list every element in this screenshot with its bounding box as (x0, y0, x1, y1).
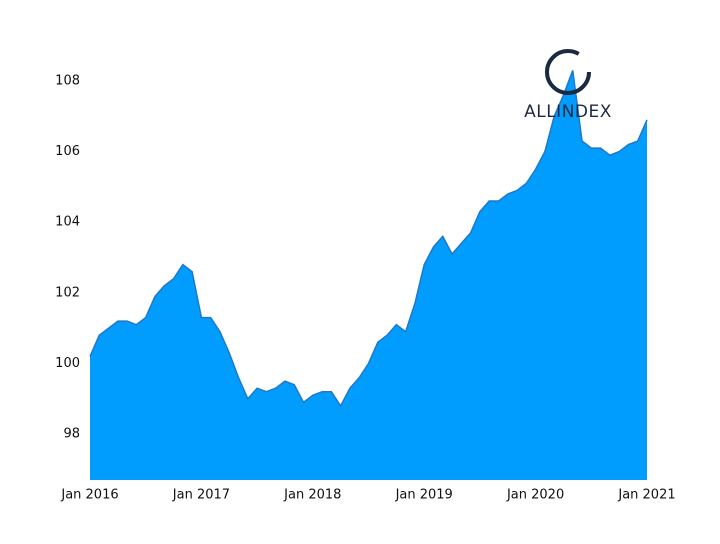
x-tick-label: Jan 2020 (506, 488, 564, 503)
x-tick-label: Jan 2017 (172, 488, 230, 503)
plot (89, 70, 648, 481)
y-tick-label: 98 (63, 427, 80, 442)
x-tick-label: Jan 2019 (395, 488, 453, 503)
x-tick-label: Jan 2021 (617, 488, 675, 503)
area (90, 70, 647, 481)
y-tick-label: 100 (55, 356, 80, 371)
logo-ring (545, 49, 591, 95)
line (89, 70, 648, 408)
logo: ALLINDEX (524, 49, 612, 122)
x-tick-label: Jan 2016 (60, 488, 118, 503)
y-tick-label: 104 (55, 215, 80, 230)
x-tick-label: Jan 2018 (283, 488, 341, 503)
y-tick-label: 102 (55, 285, 80, 300)
y-tick-label: 108 (55, 74, 80, 89)
logo-text: ALLINDEX (524, 102, 612, 122)
y-tick-label: 106 (55, 144, 80, 159)
